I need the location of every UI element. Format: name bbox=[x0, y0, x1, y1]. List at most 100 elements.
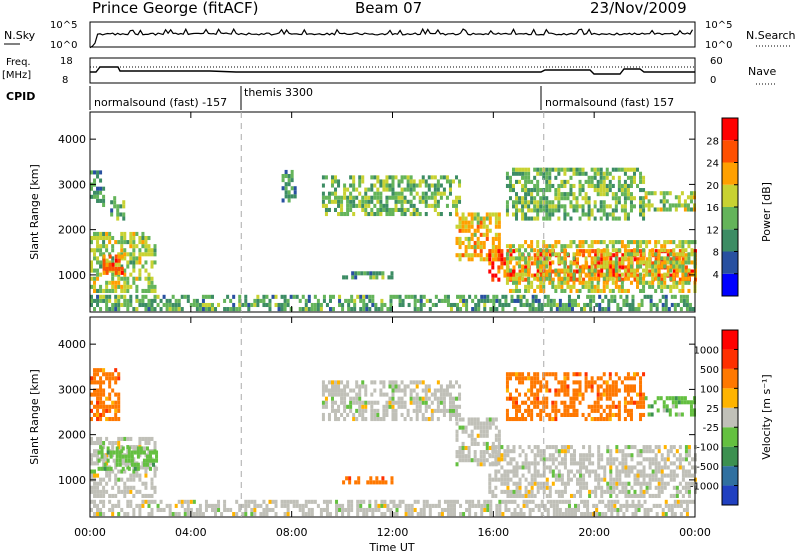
velocity-cell bbox=[611, 388, 615, 393]
velocity-cell bbox=[663, 473, 667, 478]
power-cell bbox=[284, 173, 288, 179]
velocity-cell bbox=[361, 412, 365, 417]
power-cell bbox=[684, 272, 688, 277]
velocity-cell bbox=[307, 507, 311, 513]
power-cell bbox=[150, 252, 154, 257]
power-cell bbox=[563, 280, 567, 285]
power-cell bbox=[498, 302, 502, 308]
velocity-cell bbox=[515, 400, 519, 405]
velocity-cell bbox=[500, 457, 504, 462]
power-cell bbox=[548, 200, 552, 205]
velocity-cell bbox=[598, 512, 602, 517]
velocity-cell bbox=[503, 457, 507, 462]
velocity-cell bbox=[123, 436, 127, 441]
power-cell bbox=[665, 199, 669, 204]
power-cell bbox=[483, 302, 487, 308]
power-cell bbox=[397, 183, 401, 188]
power-cell bbox=[132, 260, 136, 265]
power-cell bbox=[138, 276, 142, 281]
velocity-cell bbox=[356, 499, 360, 504]
velocity-cell bbox=[274, 499, 278, 504]
velocity-cell bbox=[500, 445, 504, 450]
velocity-cell bbox=[144, 436, 148, 441]
power-cell bbox=[563, 276, 567, 281]
vel-ytick-label: 3000 bbox=[58, 383, 86, 396]
velocity-cell bbox=[365, 512, 369, 517]
velocity-cell bbox=[599, 392, 603, 397]
velocity-cell bbox=[123, 485, 127, 490]
velocity-cell bbox=[349, 396, 353, 401]
velocity-cell bbox=[536, 481, 540, 486]
power-cell bbox=[620, 256, 624, 261]
power-cell bbox=[578, 272, 582, 277]
velocity-cell bbox=[639, 380, 643, 385]
power-cell bbox=[353, 298, 357, 303]
velocity-cell bbox=[407, 503, 411, 508]
velocity-cell bbox=[198, 507, 202, 513]
power-cell bbox=[132, 240, 136, 245]
velocity-cell bbox=[504, 503, 508, 508]
velocity-cell bbox=[569, 404, 573, 409]
power-cell bbox=[102, 198, 106, 203]
velocity-cell bbox=[557, 408, 561, 413]
power-cell bbox=[604, 307, 608, 312]
power-cell bbox=[117, 254, 121, 259]
velocity-cell bbox=[530, 481, 534, 486]
power-cell bbox=[485, 228, 489, 233]
velocity-cell bbox=[599, 376, 603, 381]
velocity-cell bbox=[588, 489, 592, 494]
velocity-cell bbox=[582, 465, 586, 470]
power-cell bbox=[120, 302, 124, 308]
velocity-cell bbox=[530, 380, 534, 385]
velocity-cell bbox=[584, 384, 588, 389]
power-cell bbox=[572, 272, 576, 277]
power-cell bbox=[385, 203, 389, 208]
velocity-cell bbox=[498, 507, 502, 513]
velocity-cell bbox=[123, 461, 127, 466]
velocity-cell bbox=[359, 507, 363, 513]
velocity-cell bbox=[467, 450, 471, 455]
velocity-cell bbox=[138, 449, 142, 454]
power-cell bbox=[593, 167, 597, 172]
velocity-cell bbox=[521, 412, 525, 417]
power-cell bbox=[611, 260, 615, 265]
power-cell bbox=[398, 302, 402, 308]
velocity-cell bbox=[540, 499, 544, 504]
velocity-cell bbox=[623, 400, 627, 405]
velocity-cell bbox=[136, 466, 140, 471]
velocity-cell bbox=[682, 507, 686, 513]
power-cell bbox=[180, 307, 184, 312]
velocity-cell bbox=[660, 477, 664, 482]
velocity-cell bbox=[578, 388, 582, 393]
velocity-cell bbox=[687, 461, 691, 466]
power-cell bbox=[123, 235, 127, 241]
velocity-cell bbox=[377, 507, 381, 513]
velocity-cell bbox=[654, 445, 658, 450]
power-cell bbox=[470, 220, 474, 225]
velocity-cell bbox=[96, 400, 100, 405]
velocity-cell bbox=[412, 380, 416, 385]
velocity-cell bbox=[615, 481, 619, 486]
power-cell bbox=[539, 256, 543, 261]
power-cell bbox=[135, 298, 139, 303]
velocity-cell bbox=[465, 507, 469, 513]
power-cell bbox=[586, 302, 590, 308]
velocity-cell bbox=[105, 408, 109, 413]
power-cell bbox=[518, 179, 522, 184]
power-cell bbox=[587, 216, 591, 221]
velocity-cell bbox=[476, 462, 480, 467]
power-cell bbox=[99, 248, 103, 253]
power-cell bbox=[418, 199, 422, 204]
velocity-cell bbox=[102, 412, 106, 417]
velocity-cell bbox=[109, 450, 113, 455]
power-cell bbox=[621, 265, 625, 270]
velocity-cell bbox=[536, 461, 540, 466]
power-cell bbox=[96, 302, 100, 308]
power-cell bbox=[485, 232, 489, 237]
power-cell bbox=[362, 302, 366, 308]
power-cell bbox=[174, 302, 178, 308]
velocity-cell bbox=[138, 489, 142, 494]
power-cell bbox=[388, 183, 392, 188]
power-cell bbox=[642, 200, 646, 205]
velocity-cell bbox=[404, 512, 408, 517]
